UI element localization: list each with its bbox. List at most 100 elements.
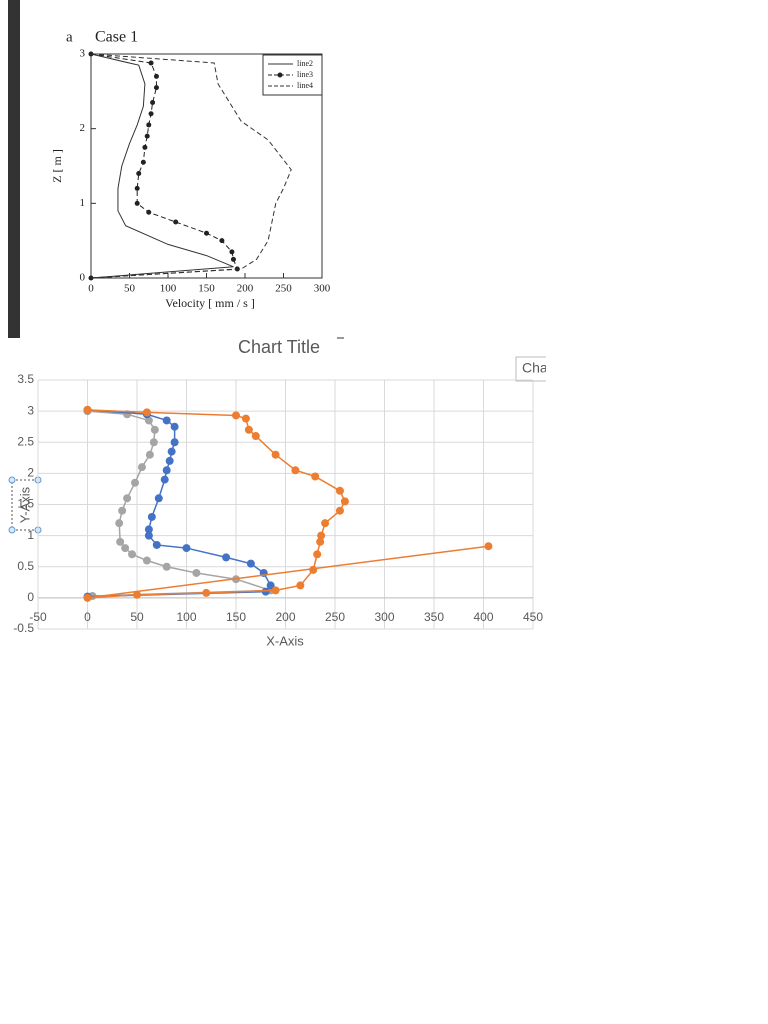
top-chart: a Case 1 Velocity [ mm / s ] Z [ m ] 0 1 2… — [50, 29, 331, 310]
point — [142, 144, 148, 150]
bottom-chart: Chart Title X-Axis Y-Axis Cha -0.5 0 0.5 1 1… — [8, 337, 557, 648]
dark-bar — [8, 0, 20, 338]
point — [232, 411, 240, 420]
point — [146, 122, 152, 128]
point — [83, 593, 92, 602]
point — [123, 494, 132, 503]
x-tick-label: 50 — [130, 610, 144, 624]
x-tick-label: 300 — [374, 610, 394, 624]
selection-box[interactable] — [11, 479, 39, 531]
point — [133, 590, 141, 599]
point — [316, 537, 325, 546]
x-tick-label: 150 — [226, 610, 246, 624]
y-tick-label: 2.5 — [17, 434, 34, 448]
point — [202, 588, 211, 597]
legend-label: line3 — [297, 70, 313, 79]
y-tick-label: 1 — [80, 197, 86, 209]
x-tick-label: 200 — [237, 283, 254, 295]
point — [222, 553, 231, 562]
y-tick-label: 3 — [80, 48, 86, 60]
point — [140, 159, 146, 165]
point — [142, 556, 151, 565]
x-axis-label: X-Axis — [266, 633, 304, 648]
point — [271, 586, 280, 595]
point — [153, 85, 159, 91]
point — [229, 249, 235, 255]
x-tick-label: 250 — [275, 283, 292, 295]
point — [291, 466, 300, 475]
point — [266, 581, 275, 590]
point — [313, 550, 322, 559]
point — [150, 100, 156, 106]
point — [146, 209, 152, 215]
point — [173, 219, 179, 225]
x-tick-label: 150 — [198, 283, 215, 295]
point — [160, 475, 169, 484]
y-tick-label: 3.5 — [17, 372, 34, 386]
point — [145, 450, 154, 459]
point — [162, 562, 171, 571]
point — [162, 466, 171, 475]
y-tick-label: 0.5 — [17, 559, 34, 573]
x-axis-label: Velocity [ mm / s ] — [165, 296, 255, 310]
point — [148, 111, 154, 117]
legend-marker — [277, 72, 283, 78]
x-tick-label: -50 — [29, 610, 47, 624]
point — [165, 456, 174, 465]
point — [335, 506, 344, 515]
panel-label: a — [66, 29, 73, 45]
plot-frame — [90, 53, 323, 279]
point — [170, 438, 179, 447]
point — [148, 60, 154, 66]
point — [251, 432, 260, 441]
x-tick-label: 100 — [160, 283, 177, 295]
point — [134, 200, 140, 206]
point — [162, 416, 171, 425]
point — [309, 565, 318, 574]
button-label[interactable]: Cha — [522, 360, 548, 376]
x-tick-label: 450 — [523, 610, 543, 624]
point — [154, 494, 163, 503]
point — [144, 416, 153, 425]
handle[interactable] — [8, 476, 16, 484]
point — [244, 425, 253, 434]
point — [321, 519, 330, 528]
point — [317, 531, 326, 540]
y-tick-label: -0.5 — [13, 621, 34, 635]
clip — [546, 350, 768, 390]
y-axis-label[interactable]: Y-Axis — [17, 486, 32, 523]
point — [167, 447, 176, 456]
series-line — [87, 409, 489, 599]
y-tick-label: 0 — [80, 272, 86, 284]
point — [170, 422, 179, 431]
y-tick-label: 2 — [27, 466, 34, 480]
point — [121, 544, 130, 553]
point — [241, 414, 250, 423]
point — [144, 525, 153, 534]
point — [144, 133, 150, 139]
legend-label: line2 — [297, 59, 313, 68]
handle[interactable] — [8, 526, 16, 534]
point — [296, 581, 305, 590]
point — [484, 542, 493, 551]
point — [147, 512, 156, 521]
point — [230, 256, 236, 262]
point — [149, 438, 158, 447]
legend-label: line4 — [297, 81, 313, 90]
point — [150, 425, 159, 434]
point — [335, 486, 344, 495]
chart-title: Chart Title — [238, 337, 320, 357]
x-tick-label: 350 — [424, 610, 444, 624]
x-tick-label: 300 — [314, 283, 331, 295]
point — [137, 463, 146, 472]
point — [182, 544, 191, 553]
y-tick-label: 1.5 — [17, 497, 34, 511]
point — [134, 185, 140, 191]
point — [246, 559, 255, 568]
point — [271, 450, 280, 459]
x-tick-label: 100 — [176, 610, 196, 624]
series-line — [87, 410, 271, 597]
y-tick-label: 1 — [27, 528, 34, 542]
series-line — [90, 53, 234, 279]
